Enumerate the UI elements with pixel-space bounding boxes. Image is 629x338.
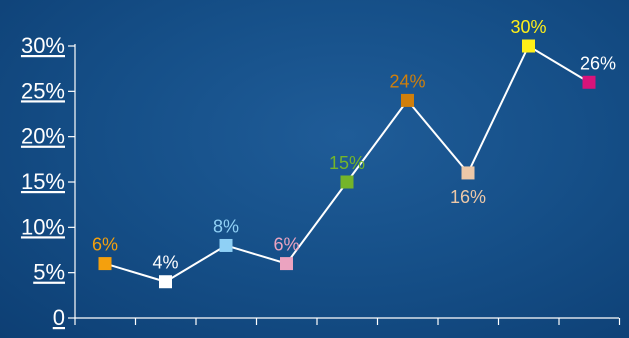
data-point-marker xyxy=(340,175,354,189)
y-tick-label: 30% xyxy=(21,33,65,58)
markers-group xyxy=(98,39,596,289)
y-tick-label: 20% xyxy=(21,124,65,149)
data-label: 15% xyxy=(329,153,365,173)
data-label: 24% xyxy=(389,71,425,91)
data-label: 6% xyxy=(273,235,299,255)
data-label: 4% xyxy=(152,253,178,273)
data-point-marker xyxy=(159,275,172,289)
data-label: 26% xyxy=(580,53,616,73)
data-label: 8% xyxy=(213,216,239,236)
data-labels-group: 6% 4% 8% 6% 15% 24% 16% 30% 26% xyxy=(92,17,616,273)
x-axis xyxy=(74,317,621,325)
data-point-marker xyxy=(280,257,293,271)
data-label: 6% xyxy=(92,235,118,255)
data-point-marker xyxy=(461,166,475,180)
data-point-marker xyxy=(522,39,535,53)
y-tick-label: 25% xyxy=(21,78,65,103)
y-axis: 0 5% 10% 15% 20% 25% 30% xyxy=(21,33,76,330)
data-point-marker xyxy=(582,75,596,89)
data-point-marker xyxy=(219,238,233,252)
y-tick-label: 5% xyxy=(33,260,65,285)
y-tick-label: 0 xyxy=(53,305,65,330)
data-point-marker xyxy=(98,257,112,271)
y-tick-label: 15% xyxy=(21,169,65,194)
y-tick-label: 10% xyxy=(21,214,65,239)
data-label: 30% xyxy=(510,17,546,37)
data-label: 16% xyxy=(450,187,486,207)
data-point-marker xyxy=(401,93,414,107)
